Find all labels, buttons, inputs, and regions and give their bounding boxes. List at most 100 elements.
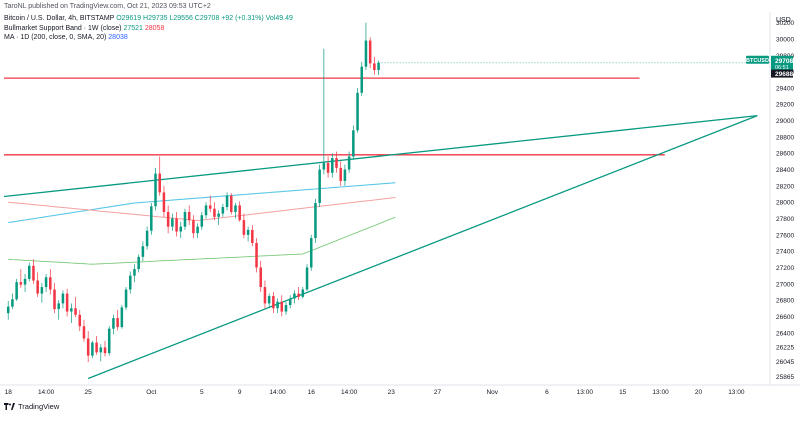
candle-body xyxy=(32,265,35,281)
y-tick-label: 26045 xyxy=(776,359,794,366)
candle xyxy=(99,344,103,362)
band-cyan-line xyxy=(8,182,396,224)
candle xyxy=(78,309,82,332)
candle-body xyxy=(360,66,364,93)
ma-label: MA · 1D (200, close, 0, SMA, 20) xyxy=(4,34,107,41)
candle-body xyxy=(238,205,241,221)
ma-value: 28038 xyxy=(108,34,128,41)
candle xyxy=(6,300,10,320)
candle-body xyxy=(192,220,195,234)
ma-green-line xyxy=(8,216,396,265)
candle xyxy=(40,282,44,303)
x-tick-label: 18 xyxy=(5,389,13,396)
symbol-tag-label: BTCUSD xyxy=(746,58,769,64)
candle-body xyxy=(318,169,321,203)
x-tick-label: 6 xyxy=(545,389,549,396)
candle-body xyxy=(19,282,23,285)
y-tick-label: 30200 xyxy=(776,20,794,27)
candle-body xyxy=(116,318,119,328)
band-value-2: 28058 xyxy=(144,24,165,32)
candle-body xyxy=(276,301,279,309)
x-tick-label: 25 xyxy=(85,389,93,396)
candle xyxy=(213,202,216,221)
candle xyxy=(352,125,355,160)
candle xyxy=(103,340,107,357)
candle-body xyxy=(335,158,338,168)
candle-body xyxy=(49,277,52,290)
candle xyxy=(154,167,157,211)
currency-label: USD xyxy=(776,17,791,24)
candle-body xyxy=(272,296,275,309)
candle xyxy=(309,234,313,271)
candle xyxy=(162,185,166,217)
candle xyxy=(288,295,292,309)
candle xyxy=(150,202,153,235)
candle xyxy=(305,264,309,292)
candle-body xyxy=(309,238,313,268)
y-tick-label: 28200 xyxy=(776,183,794,190)
candle-body xyxy=(208,205,212,209)
candle xyxy=(74,296,77,318)
candle-body xyxy=(23,278,27,285)
candle-body xyxy=(36,280,39,294)
candle xyxy=(272,291,275,314)
candle-body xyxy=(187,211,191,221)
candle xyxy=(364,22,368,70)
candle xyxy=(65,288,69,317)
candle-body xyxy=(213,208,216,217)
legend-symbol-row[interactable]: Bitcoin / U.S. Dollar, 4h, BITSTAMP O296… xyxy=(4,14,293,24)
candle-body xyxy=(343,169,347,181)
candle xyxy=(44,273,48,292)
y-tick-label: 27000 xyxy=(776,281,794,288)
candle xyxy=(301,287,305,299)
candle-body xyxy=(230,195,233,212)
candle xyxy=(360,61,364,97)
candle xyxy=(267,293,271,309)
candle-body xyxy=(57,303,60,310)
candle xyxy=(335,151,338,173)
candle xyxy=(276,298,279,314)
candle-body xyxy=(280,301,284,312)
band-value-1: 27521 xyxy=(123,24,143,32)
candle-body xyxy=(326,162,330,173)
y-tick-label: 29400 xyxy=(776,85,794,92)
candle-body xyxy=(377,62,380,71)
candle xyxy=(171,213,174,231)
legend-ma-row[interactable]: MA · 1D (200, close, 0, SMA, 20) 28038 xyxy=(4,33,293,43)
candle-body xyxy=(322,162,326,170)
candle-body xyxy=(103,347,107,354)
legend-band-row[interactable]: Bullmarket Support Band · 1W (close) 275… xyxy=(4,24,293,34)
x-tick-label: 27 xyxy=(434,389,442,396)
candle xyxy=(326,156,330,178)
x-tick-label: 14:00 xyxy=(341,389,358,396)
candle-body xyxy=(364,40,368,67)
candle xyxy=(183,208,187,230)
trend-line-lower-trendline xyxy=(87,115,758,380)
candle-body xyxy=(246,229,250,235)
candle-body xyxy=(251,229,254,243)
candle xyxy=(86,331,90,363)
candle xyxy=(234,202,237,219)
candle xyxy=(91,340,94,359)
candle xyxy=(259,260,262,292)
candle-body xyxy=(171,218,174,227)
candle-body xyxy=(267,296,271,304)
candle xyxy=(27,262,31,282)
candle-body xyxy=(145,230,149,247)
candle-body xyxy=(301,289,305,297)
candle-body xyxy=(15,282,18,300)
tradingview-footer[interactable]: TradingView xyxy=(4,402,59,411)
candle-body xyxy=(99,347,103,353)
tradingview-logo-icon xyxy=(4,402,15,410)
candles xyxy=(6,22,380,363)
candle xyxy=(251,225,254,247)
candle-body xyxy=(154,173,157,207)
y-axis-ticks: 25865 26045 26225 26400 26600 26800 27000 27200… xyxy=(776,20,794,381)
price-tag-label: 29708 xyxy=(775,58,793,65)
candle-body xyxy=(331,158,334,173)
candle-body xyxy=(288,298,292,306)
y-tick-label: 26600 xyxy=(776,314,794,321)
candle-body xyxy=(107,328,111,354)
